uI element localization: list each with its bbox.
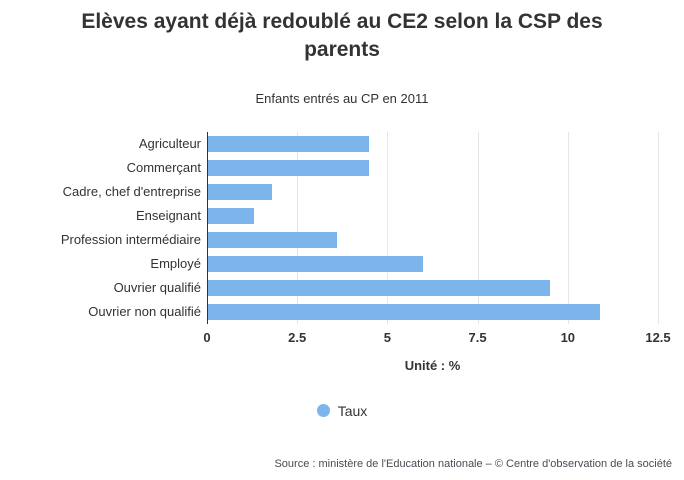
- category-label: Agriculteur: [138, 136, 201, 152]
- bar-row: Cadre, chef d'entreprise: [6, 180, 658, 204]
- x-axis-title: Unité : %: [404, 357, 461, 373]
- category-label: Employé: [150, 256, 201, 272]
- gridline: [297, 131, 299, 324]
- chart-subtitle: Enfants entrés au CP en 2011: [255, 90, 429, 106]
- x-tick-label: 12.5: [645, 329, 671, 345]
- bar-row: Profession intermédiaire: [6, 228, 658, 252]
- bar-taux[interactable]: [207, 279, 550, 296]
- gridline: [658, 131, 659, 324]
- category-label: Ouvrier qualifié: [113, 280, 201, 296]
- bar-track: [207, 132, 658, 156]
- bar-row: Ouvrier qualifié: [6, 276, 658, 300]
- gridline: [567, 131, 569, 324]
- legend-label: Taux: [337, 402, 368, 419]
- bar-row: Ouvrier non qualifié: [6, 300, 658, 324]
- bar-rows: Agriculteur Commerçant Cadre, chef d'entre…: [6, 132, 658, 324]
- bar-track: [207, 156, 658, 180]
- chart-title: Elèves ayant déjà redoublé au CE2 selon …: [81, 10, 603, 62]
- category-label: Commerçant: [126, 160, 201, 176]
- legend: Taux: [0, 403, 684, 419]
- bar-taux[interactable]: [207, 183, 272, 200]
- gridline: [387, 131, 389, 324]
- x-tick-label: 10: [560, 329, 576, 345]
- legend-marker-icon: [316, 404, 330, 418]
- category-label: Profession intermédiaire: [60, 232, 201, 248]
- bar-track: [207, 228, 658, 252]
- bar-track: [207, 252, 658, 276]
- category-label: Cadre, chef d'entreprise: [62, 184, 201, 200]
- bar-track: [207, 204, 658, 228]
- bar-row: Employé: [6, 252, 658, 276]
- bar-row: Enseignant: [6, 204, 658, 228]
- y-axis-line: [207, 131, 208, 324]
- bar-track: [207, 300, 658, 324]
- bar-taux[interactable]: [207, 159, 370, 176]
- grid-layer: [207, 131, 659, 324]
- bar-taux[interactable]: [207, 135, 370, 152]
- bar-taux[interactable]: [207, 231, 337, 248]
- bar-taux[interactable]: [207, 207, 254, 224]
- plot-area: Agriculteur Commerçant Cadre, chef d'entre…: [6, 131, 659, 324]
- bar-row: Agriculteur: [6, 132, 658, 156]
- bar-taux[interactable]: [207, 255, 424, 272]
- source-credit: Source : ministère de l'Education nation…: [274, 458, 672, 470]
- category-label: Ouvrier non qualifié: [88, 304, 201, 320]
- x-axis: 0 2.5 5 7.5 10 12.5: [203, 328, 670, 348]
- bar-track: [207, 276, 658, 300]
- x-tick-label: 0: [203, 329, 211, 345]
- x-tick-label: 5: [383, 329, 392, 345]
- bar-row: Commerçant: [6, 156, 658, 180]
- bar-taux[interactable]: [207, 303, 601, 320]
- x-tick-label: 7.5: [468, 329, 487, 345]
- bar-track: [207, 180, 658, 204]
- category-label: Enseignant: [135, 208, 201, 224]
- legend-item-taux[interactable]: Taux: [316, 402, 368, 419]
- x-tick-label: 2.5: [288, 329, 307, 345]
- gridline: [477, 131, 479, 324]
